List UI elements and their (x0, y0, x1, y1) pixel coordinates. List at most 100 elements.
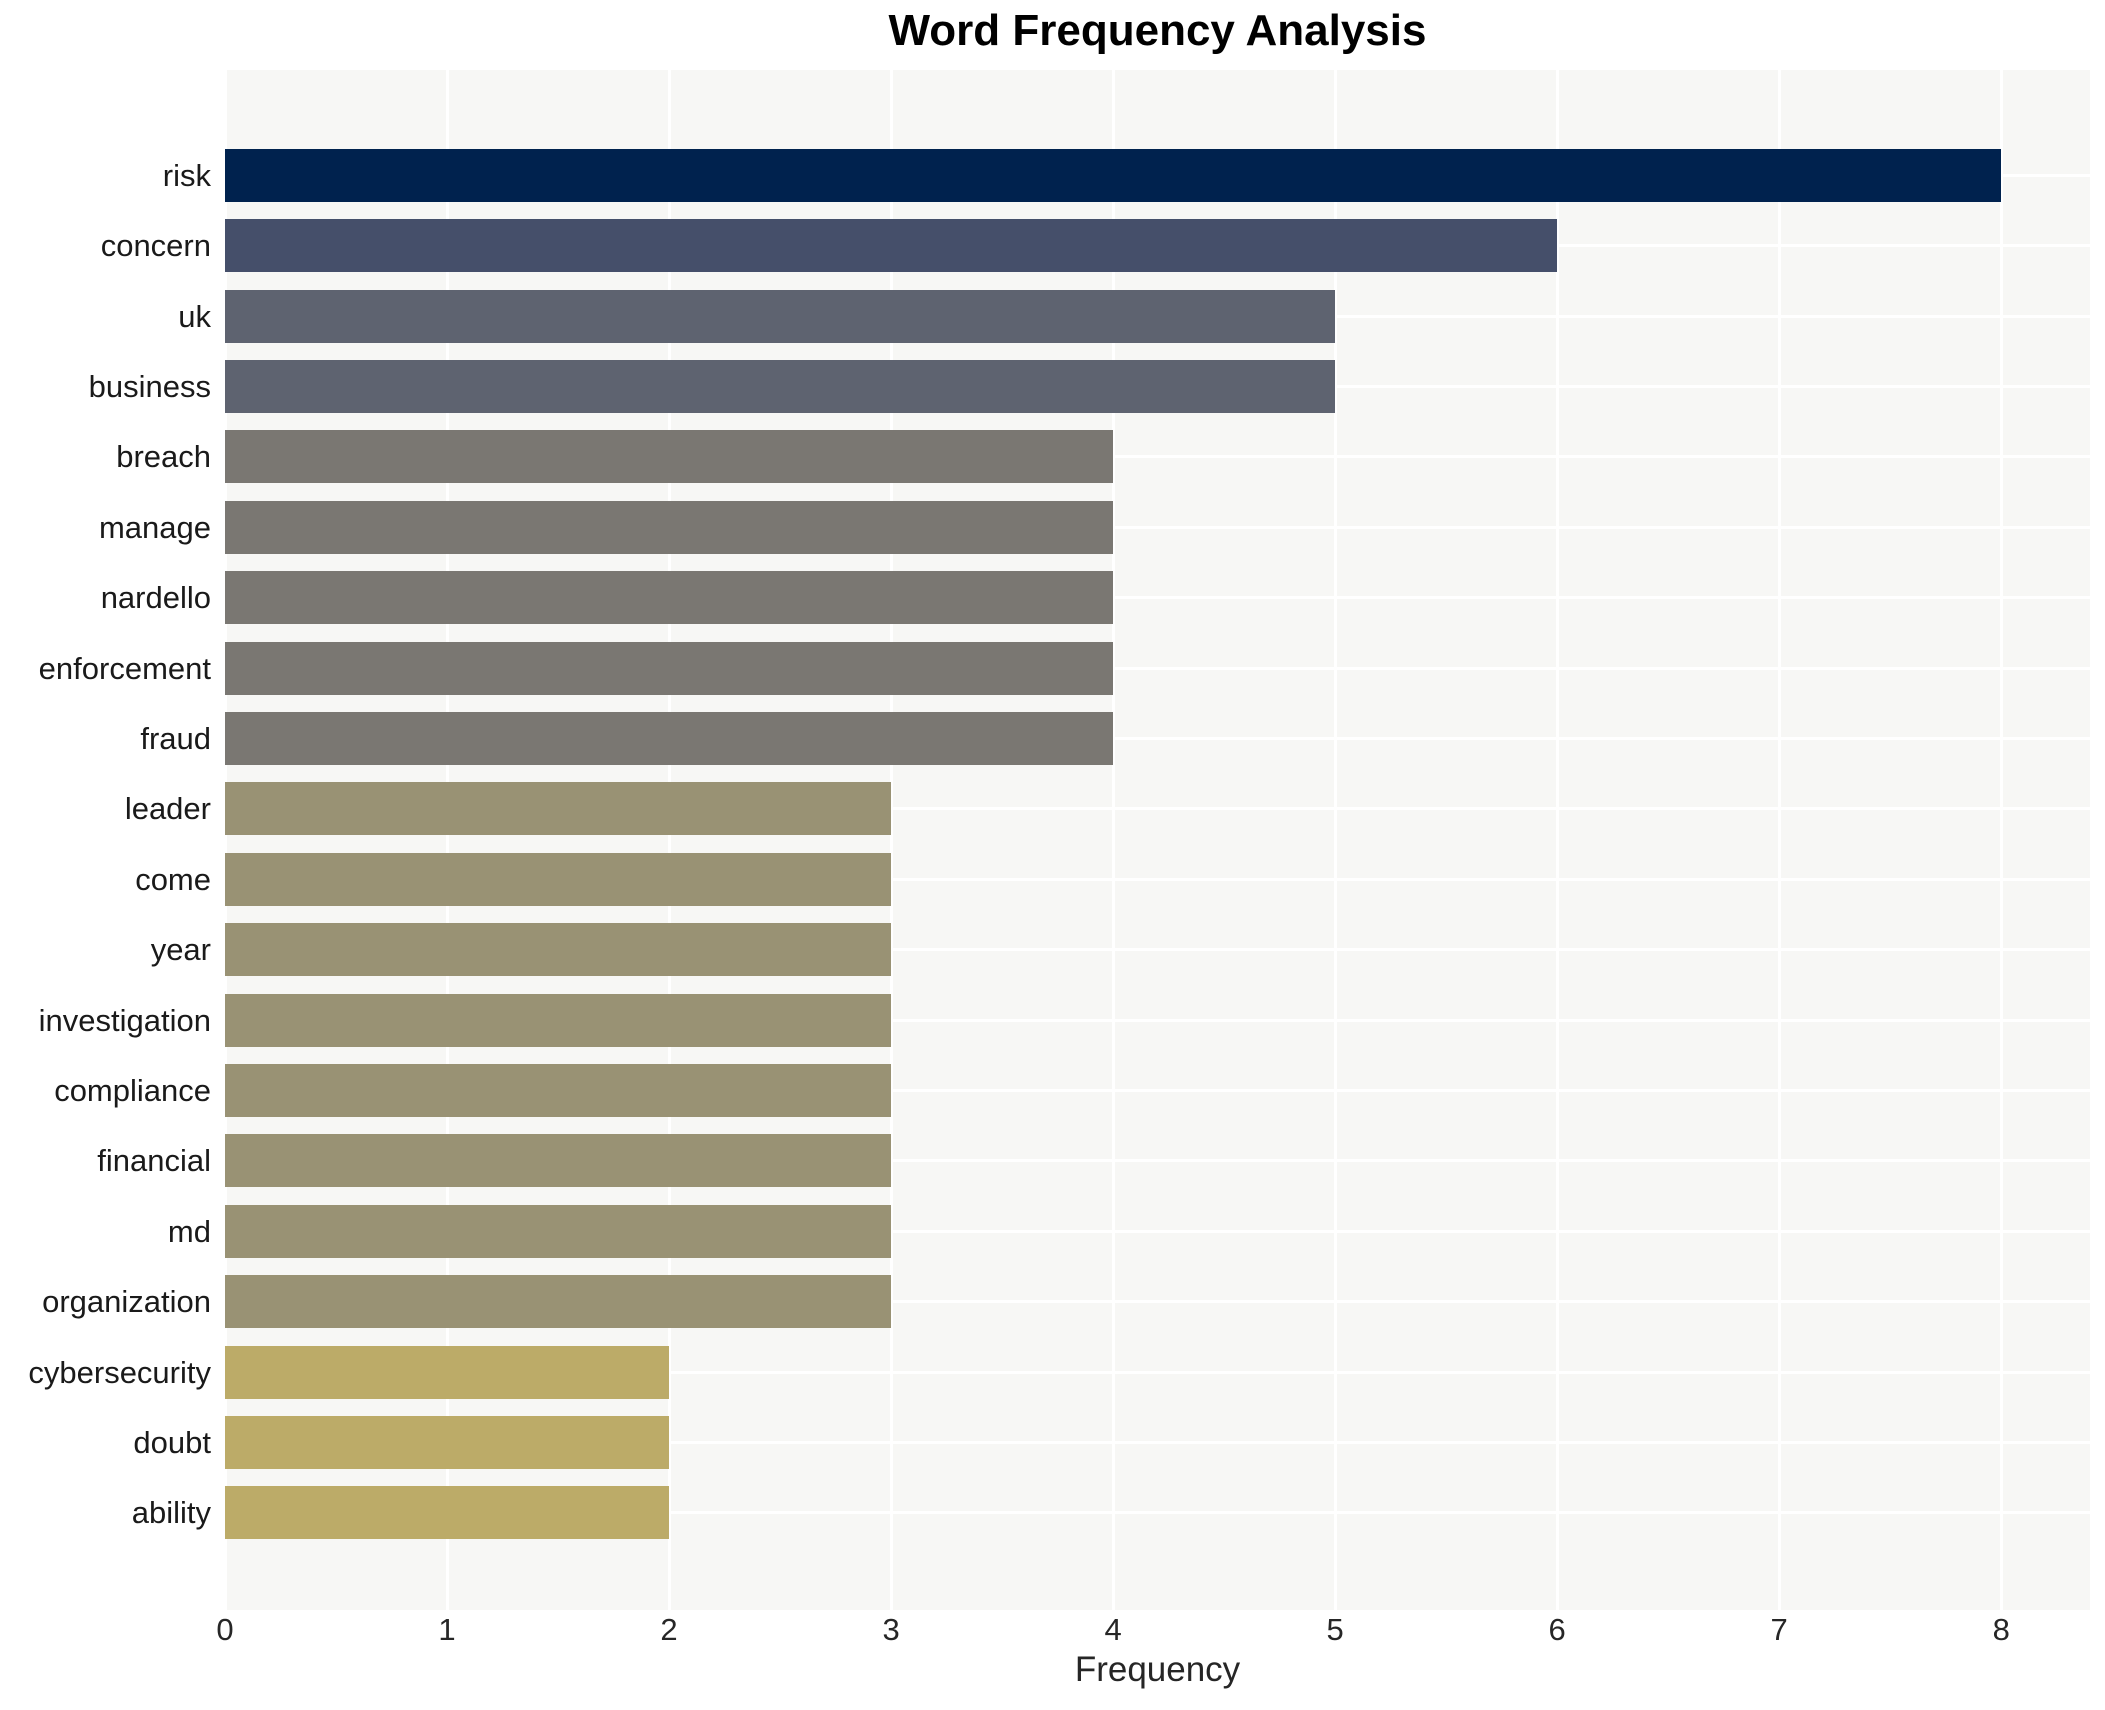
chart-title: Word Frequency Analysis (888, 6, 1427, 55)
x-tick-label-3: 3 (882, 1612, 900, 1647)
y-tick-label-doubt: doubt (133, 1425, 211, 1461)
bar-cell (225, 914, 2090, 984)
x-tick-label-5: 5 (1326, 1612, 1344, 1647)
horizontal-gridline (225, 666, 2090, 670)
bar-row-enforcement: enforcement (0, 633, 2090, 703)
vertical-gridline (1555, 70, 1559, 1610)
vertical-gridline (1111, 70, 1115, 1610)
x-tick-label-2: 2 (660, 1612, 678, 1647)
bar-financial (225, 1134, 892, 1188)
bar-fraud (225, 711, 1114, 765)
bar-compliance (225, 1063, 892, 1117)
y-tick-label-risk: risk (162, 157, 211, 193)
bar-row-md: md (0, 1196, 2090, 1266)
y-tick-label-compliance: compliance (54, 1072, 211, 1108)
bar-row-fraud: fraud (0, 703, 2090, 773)
x-tick-label-7: 7 (1770, 1612, 1788, 1647)
bar-row-uk: uk (0, 281, 2090, 351)
y-tick-label-leader: leader (124, 791, 211, 827)
bar-doubt (225, 1416, 670, 1470)
x-tick-label-0: 0 (216, 1612, 234, 1647)
y-tick-label-year: year (150, 932, 211, 968)
bar-cell (225, 1337, 2090, 1407)
y-tick-label-fraud: fraud (140, 720, 211, 756)
bar-row-cybersecurity: cybersecurity (0, 1337, 2090, 1407)
y-tick-label-md: md (167, 1213, 211, 1249)
bar-year (225, 923, 892, 977)
bar-cell (225, 1126, 2090, 1196)
bar-row-financial: financial (0, 1126, 2090, 1196)
bar-cell (225, 1267, 2090, 1337)
horizontal-gridline (225, 525, 2090, 529)
y-tick-label-financial: financial (97, 1143, 211, 1179)
bar-cell (225, 492, 2090, 562)
y-tick-label-concern: concern (100, 228, 211, 264)
horizontal-gridline (225, 1018, 2090, 1022)
bar-cell (225, 985, 2090, 1055)
bar-cybersecurity (225, 1345, 670, 1399)
y-tick-label-cybersecurity: cybersecurity (28, 1354, 211, 1390)
horizontal-gridline (225, 596, 2090, 600)
y-tick-label-come: come (135, 861, 211, 897)
y-tick-label-enforcement: enforcement (38, 650, 211, 686)
x-axis-ticks: 0 1 2 3 4 5 6 7 8 (216, 1612, 2090, 1654)
bar-cell (225, 562, 2090, 632)
bar-row-breach: breach (0, 422, 2090, 492)
vertical-gridline (667, 70, 671, 1610)
bar-row-come: come (0, 844, 2090, 914)
vertical-gridline (1999, 70, 2003, 1610)
bar-row-leader: leader (0, 774, 2090, 844)
vertical-gridline (1777, 70, 1781, 1610)
horizontal-gridline (225, 948, 2090, 952)
bar-organization (225, 1275, 892, 1329)
x-tick-label-1: 1 (438, 1612, 456, 1647)
bar-cell (225, 1196, 2090, 1266)
y-tick-label-organization: organization (42, 1284, 211, 1320)
bar-cell (225, 281, 2090, 351)
bar-enforcement (225, 641, 1114, 695)
bar-cell (225, 1055, 2090, 1125)
horizontal-gridline (225, 455, 2090, 459)
horizontal-gridline (225, 1441, 2090, 1445)
bar-concern (225, 219, 1558, 273)
bar-cell (225, 774, 2090, 844)
y-tick-label-ability: ability (131, 1495, 211, 1531)
bar-come (225, 852, 892, 906)
horizontal-gridline (225, 1159, 2090, 1163)
y-tick-label-manage: manage (98, 509, 211, 545)
bar-row-manage: manage (0, 492, 2090, 562)
horizontal-gridline (225, 1229, 2090, 1233)
bar-uk (225, 289, 1336, 343)
vertical-gridline (889, 70, 893, 1610)
bar-row-doubt: doubt (0, 1407, 2090, 1477)
horizontal-gridline (225, 807, 2090, 811)
bar-breach (225, 430, 1114, 484)
y-tick-label-uk: uk (178, 298, 211, 334)
bar-cell (225, 1407, 2090, 1477)
horizontal-gridline (225, 1511, 2090, 1515)
bar-manage (225, 500, 1114, 554)
bar-row-year: year (0, 914, 2090, 984)
bar-cell (225, 210, 2090, 280)
bar-cell (225, 633, 2090, 703)
bar-row-business: business (0, 351, 2090, 421)
bar-leader (225, 782, 892, 836)
bar-ability (225, 1486, 670, 1540)
y-tick-label-breach: breach (116, 439, 211, 475)
bar-rows: risk concern uk business breach manage nardell… (0, 70, 2090, 1610)
horizontal-gridline (225, 1300, 2090, 1304)
bar-row-risk: risk (0, 140, 2090, 210)
bar-row-organization: organization (0, 1267, 2090, 1337)
bar-cell (225, 140, 2090, 210)
x-tick-label-8: 8 (1992, 1612, 2010, 1647)
bar-investigation (225, 993, 892, 1047)
vertical-gridline (1333, 70, 1337, 1610)
y-tick-label-investigation: investigation (38, 1002, 211, 1038)
bar-cell (225, 844, 2090, 914)
x-tick-label-6: 6 (1548, 1612, 1566, 1647)
bar-row-compliance: compliance (0, 1055, 2090, 1125)
bar-md (225, 1204, 892, 1258)
bar-row-concern: concern (0, 210, 2090, 280)
x-tick-label-4: 4 (1104, 1612, 1122, 1647)
